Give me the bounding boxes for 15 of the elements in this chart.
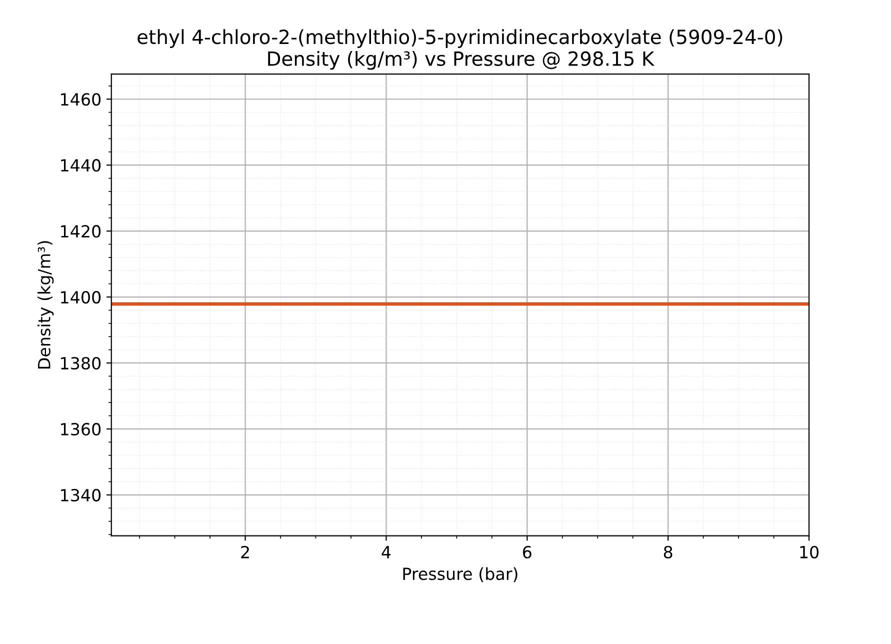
y-axis-title: Density (kg/m³) [38,241,54,369]
x-tick-label: 10 [800,546,819,558]
x-tick-label: 8 [664,546,672,558]
x-axis-title: Pressure (bar) [403,567,518,582]
y-tick-label: 1380 [61,356,101,370]
x-tick-label: 2 [241,546,249,558]
y-tick-label: 1460 [61,93,101,106]
y-tick-label: 1420 [61,225,101,238]
x-tick-label: 4 [382,546,391,558]
y-tick-label: 1400 [61,290,101,304]
y-tick-label: 1340 [61,488,101,502]
chart-title: ethyl 4-chloro-2-(methylthio)-5-pyrimidinecarboxylate (5909-24-0) Density (kg/m³) vs Pressure @ 298.15 K [138,29,782,70]
y-tick-label: 1440 [61,159,101,172]
y-tick-label: 1360 [61,422,101,436]
x-tick-label: 6 [523,546,532,558]
